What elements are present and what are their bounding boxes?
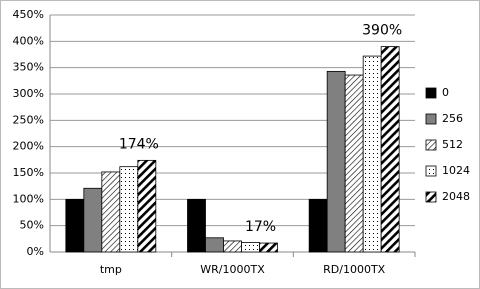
data-label: 174%: [119, 136, 159, 152]
x-tick-label: WR/1000TX: [200, 263, 265, 276]
legend-swatch: [425, 113, 437, 125]
y-tick-label: 100%: [13, 192, 44, 205]
bar: [380, 46, 400, 253]
y-tick-label: 300%: [13, 87, 44, 100]
bar: [308, 198, 328, 253]
legend-swatch: [425, 191, 437, 203]
y-tick-label: 150%: [13, 166, 44, 179]
y-tick-label: 0%: [27, 245, 44, 258]
legend-label: 2048: [442, 190, 470, 203]
bar: [119, 166, 139, 253]
y-tick-label: 250%: [13, 113, 44, 126]
legend-label: 1024: [442, 164, 470, 177]
legend-swatch: [425, 87, 437, 99]
bar: [65, 198, 85, 253]
y-tick-label: 450%: [13, 8, 44, 21]
legend-label: 256: [442, 112, 463, 125]
bar: [223, 240, 242, 253]
bar: [187, 198, 206, 253]
bar: [137, 159, 157, 253]
bar: [83, 187, 103, 253]
x-tick-label: RD/1000TX: [323, 263, 386, 276]
y-tick-label: 350%: [13, 61, 44, 74]
bar: [205, 237, 224, 253]
bar: [362, 55, 382, 253]
bar: [259, 242, 278, 253]
y-tick-label: 200%: [13, 140, 44, 153]
bar: [101, 171, 121, 253]
x-tick-label: tmp: [100, 263, 122, 276]
legend-label: 0: [442, 86, 449, 99]
y-tick-label: 400%: [13, 34, 44, 47]
y-tick-label: 50%: [20, 219, 44, 232]
legend-swatch: [425, 165, 437, 177]
bar: [326, 70, 346, 253]
bar: [241, 242, 260, 253]
legend-label: 512: [442, 138, 463, 151]
data-label: 390%: [362, 23, 402, 39]
data-label: 17%: [245, 219, 276, 235]
legend-swatch: [425, 139, 437, 151]
bar: [344, 74, 364, 253]
